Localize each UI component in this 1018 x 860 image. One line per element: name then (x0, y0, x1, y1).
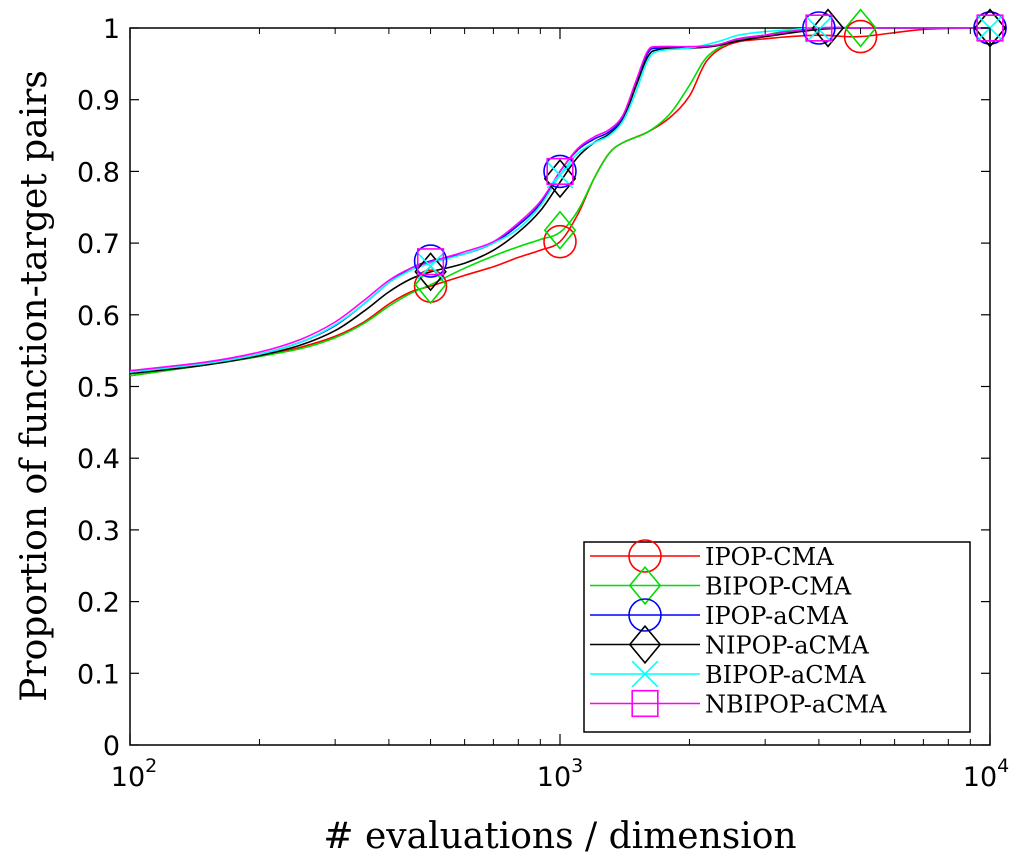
legend-label-nipop-acma: NIPOP-aCMA (705, 632, 869, 660)
tick-layer (129, 27, 991, 746)
legend-marker-ipop-acma (628, 598, 662, 632)
legend-label-ipop-acma: IPOP-aCMA (705, 602, 848, 630)
y-tick-label: 0.5 (77, 373, 120, 404)
data-marker-bipop-cma-2 (844, 8, 877, 48)
series-line-ipop-cma (129, 27, 991, 377)
data-marker-ipop-acma-2 (802, 11, 836, 45)
legend-marker-ipop-cma (628, 539, 662, 573)
x-tick-label: 104 (963, 755, 1009, 793)
y-tick-label: 1 (103, 14, 120, 45)
y-tick-label: 0.8 (77, 157, 120, 188)
data-marker-nbipop-acma-0 (416, 248, 445, 276)
x-tick-label: 103 (537, 755, 583, 793)
series-line-nipop-acma (129, 27, 990, 375)
data-marker-bipop-cma-1 (543, 210, 577, 250)
data-marker-nbipop-acma-2 (805, 14, 833, 42)
data-marker-nipop-acma-0 (414, 252, 447, 292)
y-tick-label: 0.1 (77, 659, 120, 690)
x-tick-labels: 102 103 104 (111, 755, 1009, 793)
data-marker-nipop-acma-1 (543, 158, 577, 199)
series-line-nbipop-acma (129, 26, 990, 372)
series-layer (129, 26, 991, 377)
data-marker-ipop-acma-1 (543, 154, 577, 189)
legend-label-bipop-cma: BIPOP-CMA (705, 573, 852, 601)
data-marker-nbipop-acma-1 (546, 157, 574, 186)
y-tick-label: 0.4 (77, 444, 120, 475)
y-tick-label: 0.9 (77, 86, 120, 117)
y-tick-labels: 0 0.1 0.2 0.3 0.4 0.5 0.6 0.7 0.8 0.9 1 (77, 14, 120, 762)
legend-label-ipop-cma: IPOP-CMA (705, 543, 834, 571)
legend-label-nbipop-acma: NBIPOP-aCMA (705, 691, 887, 719)
y-tick-label: 0.2 (77, 588, 120, 619)
legend-label-bipop-acma: BIPOP-aCMA (705, 661, 866, 689)
data-marker-nipop-acma-2 (811, 8, 845, 48)
x-tick-label: 102 (111, 755, 157, 793)
data-marker-ipop-cma-1 (543, 224, 577, 259)
legend-box (583, 541, 971, 733)
legend: IPOP-CMABIPOP-CMAIPOP-aCMANIPOP-aCMABIPO… (583, 539, 971, 733)
series-line-bipop-acma (129, 26, 990, 373)
data-marker-nipop-acma-3 (973, 8, 1007, 48)
marker-layer (413, 8, 1007, 305)
series-line-bipop-cma (129, 27, 990, 377)
y-tick-label: 0.3 (77, 516, 120, 547)
data-marker-ipop-acma-0 (413, 244, 448, 278)
y-tick-label: 0 (103, 731, 120, 762)
legend-marker-bipop-cma (628, 565, 662, 606)
y-tick-label: 0.6 (77, 301, 120, 332)
data-marker-nbipop-acma-3 (976, 14, 1004, 42)
y-axis-title: Proportion of function-target pairs (14, 70, 55, 702)
legend-marker-bipop-acma (631, 660, 659, 688)
legend-marker-nipop-acma (628, 624, 662, 665)
legend-marker-nbipop-acma (631, 689, 659, 718)
y-tick-label: 0.7 (77, 229, 120, 260)
data-marker-ipop-cma-2 (843, 19, 878, 54)
x-axis-title: # evaluations / dimension (323, 816, 796, 857)
